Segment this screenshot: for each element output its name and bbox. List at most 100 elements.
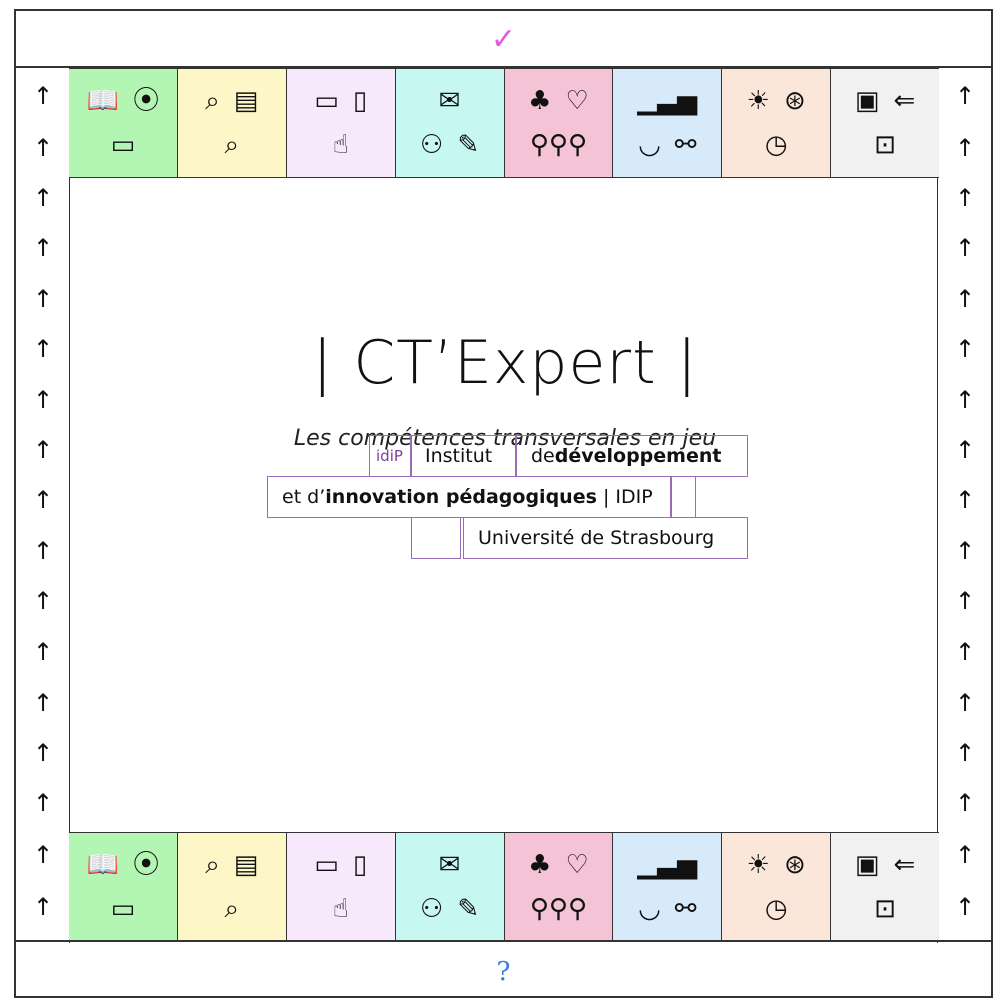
up-arrow-icon[interactable]: ↑: [954, 285, 976, 313]
up-arrow-icon[interactable]: ↑: [954, 436, 976, 464]
tile-icon-row: ✉: [439, 850, 461, 880]
top-bar: ✓: [16, 11, 991, 68]
up-arrow-icon[interactable]: ↑: [32, 486, 54, 514]
network-nodes-icon: ⚯: [674, 130, 697, 160]
title-text: CT’Expert: [353, 328, 657, 398]
logo-innovation: et d’ innovation pédagogiques | IDIP: [267, 476, 671, 518]
up-arrow-icon[interactable]: ↑: [954, 537, 976, 565]
tile-icon-row: ◡ ⚯: [638, 894, 696, 924]
up-arrow-icon[interactable]: ↑: [954, 134, 976, 162]
certificate-icon: ▣: [854, 850, 880, 880]
competence-tile-7[interactable]: ☀ ⊛ ◷: [722, 69, 832, 177]
tile-icon-row: ♣ ♡: [528, 850, 589, 880]
up-arrow-icon[interactable]: ↑: [954, 893, 976, 921]
monitor-icon: ▭: [314, 86, 339, 116]
compass-icon: ⊛: [783, 850, 806, 880]
up-arrow-icon[interactable]: ↑: [32, 386, 54, 414]
competence-tile-6[interactable]: ▁▃▅ ◡ ⚯: [613, 69, 723, 177]
briefcase-icon: ⊡: [874, 130, 896, 160]
competence-tile-1[interactable]: 📖 ⦿ ▭: [69, 69, 178, 177]
up-arrow-icon[interactable]: ↑: [32, 335, 54, 363]
up-arrow-icon[interactable]: ↑: [32, 82, 54, 110]
idip-mark: idiP: [369, 435, 411, 477]
checkmark-icon[interactable]: ✓: [490, 22, 517, 57]
competence-tile-5[interactable]: ♣ ♡ ⚲⚲⚲: [504, 833, 614, 941]
up-arrow-icon[interactable]: ↑: [32, 234, 54, 262]
tile-icon-row: ⌕ ▤: [205, 850, 258, 880]
team-meeting-icon: ⚇: [420, 130, 444, 160]
tile-icon-row: ☝: [333, 130, 349, 160]
id-card-icon: ▭: [110, 130, 136, 160]
up-arrow-icon[interactable]: ↑: [954, 234, 976, 262]
up-arrow-icon[interactable]: ↑: [954, 841, 976, 869]
competence-tile-6[interactable]: ▁▃▅ ◡ ⚯: [613, 833, 723, 941]
competence-tile-1[interactable]: 📖 ⦿ ▭: [69, 833, 178, 941]
location-pin-icon: ⦿: [133, 86, 160, 116]
tablet-icon: ▯: [352, 86, 368, 116]
team-meeting-icon: ⚇: [420, 894, 444, 924]
heart-icon: ♡: [565, 850, 589, 880]
up-arrow-icon[interactable]: ↑: [954, 689, 976, 717]
tile-icon-row: ⚲⚲⚲: [530, 894, 587, 924]
tile-icon-row: ▣ ⇐: [855, 850, 915, 880]
competence-tile-4[interactable]: ✉ ⚇ ✎: [395, 833, 505, 941]
search-card-icon: ⌕: [205, 86, 220, 116]
up-arrow-icon[interactable]: ↑: [32, 285, 54, 313]
up-arrow-icon[interactable]: ↑: [32, 184, 54, 212]
up-arrow-icon[interactable]: ↑: [32, 134, 54, 162]
up-arrow-icon[interactable]: ↑: [954, 789, 976, 817]
up-arrow-icon[interactable]: ↑: [954, 486, 976, 514]
heart-icon: ♡: [565, 86, 589, 116]
competence-tile-2[interactable]: ⌕ ▤ ⌕: [177, 833, 287, 941]
lightbulb-icon: ☀: [746, 86, 770, 116]
competence-tile-4[interactable]: ✉ ⚇ ✎: [395, 69, 505, 177]
question-icon[interactable]: ?: [496, 957, 511, 987]
top-tile-row: 📖 ⦿ ▭ ⌕ ▤ ⌕ ▭ ▯ ☝ ✉ ⚇ ✎ ♣ ♡ ⚲⚲⚲ ▁▃▅ ◡ ⚯ ☀ ⊛ ◷ ▣ ⇐ ⊡: [69, 68, 939, 178]
up-arrow-icon[interactable]: ↑: [32, 893, 54, 921]
competence-tile-3[interactable]: ▭ ▯ ☝: [286, 833, 396, 941]
up-arrow-icon[interactable]: ↑: [954, 335, 976, 363]
open-book-icon: 📖: [86, 86, 120, 116]
touch-screen-icon: ☝: [332, 894, 349, 924]
up-arrow-icon[interactable]: ↑: [32, 739, 54, 767]
competence-tile-3[interactable]: ▭ ▯ ☝: [286, 69, 396, 177]
tile-icon-row: ⚇ ✎: [420, 894, 479, 924]
logo-spacer: [671, 476, 696, 518]
up-arrow-icon[interactable]: ↑: [954, 587, 976, 615]
tile-icon-row: ⌕: [225, 894, 240, 924]
location-pin-icon: ⦿: [133, 850, 160, 880]
bar-chart-icon: ▁▃▅: [637, 86, 698, 116]
up-arrow-icon[interactable]: ↑: [954, 82, 976, 110]
competence-tile-8[interactable]: ▣ ⇐ ⊡: [831, 833, 939, 941]
up-arrow-icon[interactable]: ↑: [32, 436, 54, 464]
up-arrow-icon[interactable]: ↑: [32, 537, 54, 565]
up-arrow-icon[interactable]: ↑: [954, 386, 976, 414]
up-arrow-icon[interactable]: ↑: [954, 638, 976, 666]
competence-tile-7[interactable]: ☀ ⊛ ◷: [722, 833, 832, 941]
people-group-icon: ⚲⚲⚲: [529, 130, 587, 160]
up-arrow-icon[interactable]: ↑: [32, 789, 54, 817]
chat-bubbles-icon: ✉: [438, 850, 461, 880]
competence-tile-2[interactable]: ⌕ ▤ ⌕: [177, 69, 287, 177]
up-arrow-icon[interactable]: ↑: [954, 739, 976, 767]
document-pencil-icon: ▤: [233, 850, 259, 880]
chat-bubbles-icon: ✉: [438, 86, 461, 116]
lightbulb-icon: ☀: [746, 850, 770, 880]
competence-tile-8[interactable]: ▣ ⇐ ⊡: [831, 69, 939, 177]
tile-icon-row: ⚇ ✎: [420, 130, 479, 160]
up-arrow-icon[interactable]: ↑: [32, 689, 54, 717]
tile-icon-row: ▭ ▯: [314, 86, 367, 116]
up-arrow-icon[interactable]: ↑: [32, 841, 54, 869]
up-arrow-icon[interactable]: ↑: [32, 587, 54, 615]
logo-institut: Institut: [411, 435, 516, 477]
up-arrow-icon[interactable]: ↑: [954, 184, 976, 212]
bottom-tile-row: 📖 ⦿ ▭ ⌕ ▤ ⌕ ▭ ▯ ☝ ✉ ⚇ ✎ ♣ ♡ ⚲⚲⚲ ▁▃▅ ◡ ⚯ ☀ ⊛ ◷ ▣ ⇐ ⊡: [69, 832, 939, 942]
certificate-icon: ▣: [854, 86, 880, 116]
touch-screen-icon: ☝: [332, 130, 349, 160]
logo-universite: Université de Strasbourg: [463, 517, 748, 559]
left-arrow-column: ↑ ↑ ↑ ↑ ↑ ↑ ↑ ↑ ↑ ↑ ↑ ↑ ↑ ↑ ↑ ↑ ↑: [16, 68, 70, 943]
competence-tile-5[interactable]: ♣ ♡ ⚲⚲⚲: [504, 69, 614, 177]
plant-icon: ♣: [528, 850, 552, 880]
tile-icon-row: 📖 ⦿: [87, 850, 159, 880]
up-arrow-icon[interactable]: ↑: [32, 638, 54, 666]
